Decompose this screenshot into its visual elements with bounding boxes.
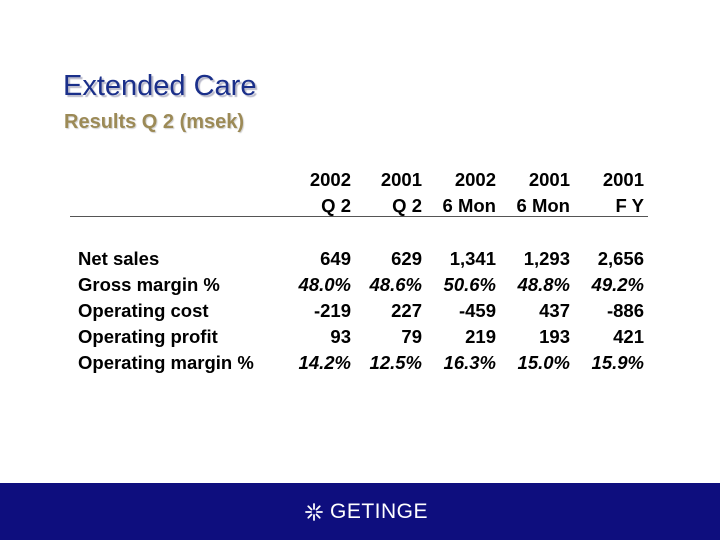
column-header-period: Q 2 [321,195,351,216]
table-cell: 1,341 [449,248,496,269]
table-cell: 48.6% [369,274,422,295]
column-header-1: 2002 Q 2 [310,167,351,219]
table-cell: 15.0% [517,352,570,373]
table-cell: 421 [613,326,644,347]
table-cell: 649 [320,248,351,269]
table-cell: -886 [606,300,644,321]
table-cell: -219 [313,300,351,321]
table-cell: -459 [458,300,496,321]
table-cell: 193 [539,326,570,347]
footer-band [0,483,720,540]
column-header-period: Q 2 [392,195,422,216]
table-cell: 15.9% [591,352,644,373]
row-label-operating-margin: Operating margin % [78,352,254,373]
row-label-gross-margin: Gross margin % [78,274,220,295]
table-cell: 48.0% [298,274,351,295]
column-header-year: 2002 [309,169,351,190]
column-header-period: 6 Mon [442,195,496,216]
column-header-5: 2001 F Y [603,167,644,219]
table-cell: 437 [539,300,570,321]
table-cell: 227 [391,300,422,321]
row-label-net-sales: Net sales [78,248,160,269]
logo-wordmark: GETINGE [330,500,429,523]
table-cell: 14.2% [298,352,351,373]
column-header-year: 2001 [380,169,422,190]
slide-title: Extended Care [63,70,257,102]
column-header-year: 2001 [528,169,570,190]
table-cell: 219 [465,326,496,347]
table-cell: 1,293 [523,248,570,269]
header-divider [70,216,648,217]
table-cell: 49.2% [591,274,644,295]
table-cell: 48.8% [517,274,570,295]
table-cell: 93 [330,326,351,347]
table-cell: 12.5% [369,352,422,373]
column-header-4: 2001 6 Mon [517,167,570,219]
company-logo: GETINGE [304,498,428,526]
column-header-period: 6 Mon [516,195,570,216]
table-cell: 629 [391,248,422,269]
asterisk-logo-icon [305,503,323,521]
table-cell: 16.3% [443,352,496,373]
column-header-3: 2002 6 Mon [443,167,496,219]
slide-subtitle: Results Q 2 (msek) [64,111,245,133]
row-label-operating-profit: Operating profit [78,326,218,347]
column-header-year: 2002 [454,169,496,190]
column-header-2: 2001 Q 2 [381,167,422,219]
column-header-period: F Y [615,195,644,216]
table-cell: 2,656 [597,248,644,269]
table-cell: 50.6% [443,274,496,295]
row-label-operating-cost: Operating cost [78,300,209,321]
column-header-year: 2001 [602,169,644,190]
table-cell: 79 [401,326,422,347]
